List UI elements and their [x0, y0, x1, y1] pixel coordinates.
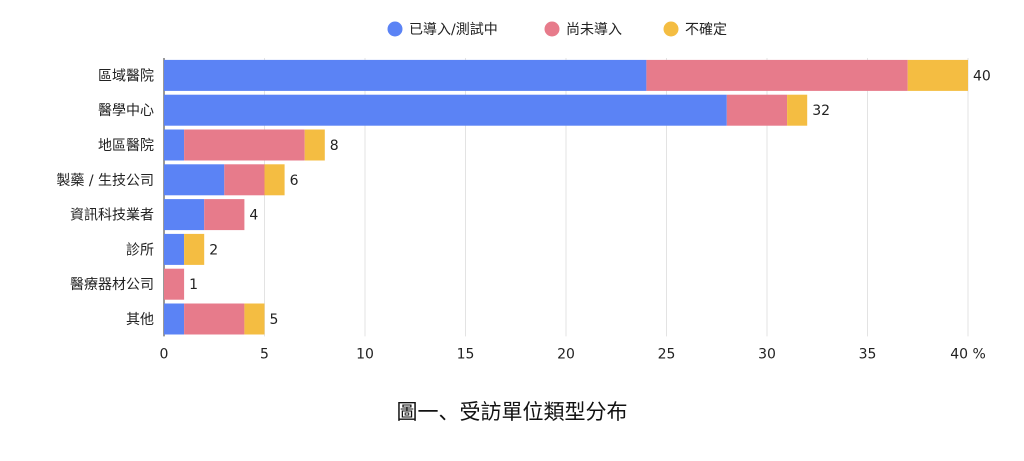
- bar-segment: [264, 164, 285, 196]
- total-label: 6: [290, 173, 299, 189]
- total-label: 40: [973, 68, 991, 84]
- category-label: 區域醫院: [98, 68, 154, 84]
- category-label: 醫療器材公司: [70, 276, 154, 293]
- bar-segment: [204, 199, 245, 231]
- bar-segment: [787, 94, 808, 126]
- bar-segment: [164, 164, 225, 196]
- bar-segment: [184, 303, 245, 335]
- x-tick-label: 40 %: [950, 346, 986, 362]
- bar-segment: [726, 94, 788, 126]
- x-tick-label: 15: [457, 346, 475, 362]
- category-label: 資訊科技業者: [70, 208, 154, 224]
- x-tick-label: 10: [356, 346, 374, 362]
- bar-segment: [164, 94, 727, 126]
- bar-segment: [907, 59, 968, 91]
- bar-segment: [224, 164, 265, 196]
- x-tick-label: 25: [658, 346, 676, 362]
- bar-segment: [164, 303, 185, 335]
- bar-segment: [184, 129, 305, 161]
- total-label: 5: [270, 312, 279, 328]
- legend-label: 不確定: [685, 22, 727, 38]
- bars: [164, 59, 968, 335]
- bar-segment: [164, 129, 185, 161]
- category-label: 醫學中心: [98, 103, 154, 119]
- x-tick-label: 5: [260, 346, 269, 362]
- category-label: 其他: [126, 312, 154, 328]
- total-label: 4: [249, 208, 258, 224]
- bar-segment: [164, 59, 647, 91]
- bar-segment: [646, 59, 908, 91]
- total-label: 2: [209, 242, 218, 258]
- total-label: 32: [812, 103, 830, 119]
- legend-label: 尚未導入: [566, 22, 622, 38]
- x-tick-label: 20: [557, 346, 575, 362]
- legend-label: 已導入/測試中: [409, 22, 498, 38]
- legend-swatch: [387, 21, 403, 37]
- x-tick-label: 35: [859, 346, 877, 362]
- x-tick-label: 0: [160, 346, 169, 362]
- total-label: 1: [189, 277, 198, 293]
- legend: 已導入/測試中 尚未導入 不確定: [387, 21, 727, 38]
- bar-segment: [304, 129, 325, 161]
- total-label: 8: [330, 138, 339, 154]
- bar-segment: [164, 268, 185, 300]
- legend-swatch: [544, 21, 560, 37]
- bar-segment: [184, 233, 205, 265]
- bar-segment: [244, 303, 265, 335]
- category-label: 製藥 / 生技公司: [56, 173, 154, 189]
- legend-swatch: [663, 21, 679, 37]
- figure-caption: 圖一、受訪單位類型分布: [396, 400, 628, 424]
- x-tick-label: 30: [758, 346, 776, 362]
- category-label: 地區醫院: [98, 138, 154, 154]
- category-label: 診所: [126, 242, 154, 258]
- bar-segment: [164, 199, 205, 231]
- bar-segment: [164, 233, 185, 265]
